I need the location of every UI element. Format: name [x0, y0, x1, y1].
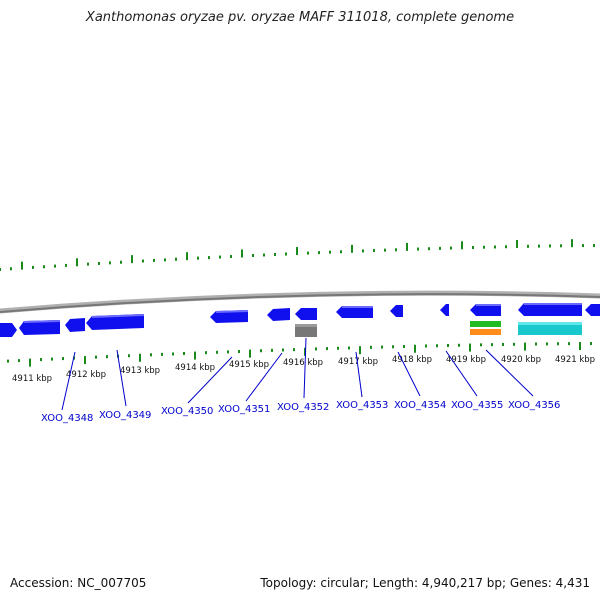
gene-label[interactable]: XOO_4351 — [218, 404, 270, 415]
scale-label: 4917 kbp — [338, 357, 378, 367]
gene-label-leader — [303, 337, 307, 399]
gene-arrow[interactable] — [86, 314, 144, 330]
gene-arrow[interactable] — [210, 310, 248, 323]
gene-arrow[interactable] — [390, 305, 403, 317]
gene-label[interactable]: XOO_4352 — [277, 402, 329, 413]
gene-arrow[interactable] — [518, 303, 582, 316]
gene-arrow[interactable] — [295, 308, 317, 320]
gene-label-group: XOO_4348 XOO_4349 XOO_4350 XOO_4351 XOO_4352… — [41, 337, 560, 424]
orange-feature[interactable] — [470, 329, 501, 335]
gene-label-leader — [61, 351, 76, 411]
genome-backbone-shade — [0, 293, 600, 313]
gene-arrow[interactable] — [65, 318, 85, 332]
gene-label[interactable]: XOO_4350 — [161, 406, 213, 417]
inner-tick-ring — [7, 342, 592, 367]
gene-label-leader — [445, 350, 478, 397]
feature-track — [295, 321, 582, 337]
gene-label-leader — [187, 356, 233, 404]
scale-label: 4919 kbp — [446, 355, 486, 365]
scale-label: 4918 kbp — [392, 355, 432, 365]
gene-arrow[interactable] — [336, 306, 373, 318]
scale-label: 4912 kbp — [66, 370, 106, 380]
outer-tick-ring — [0, 239, 595, 271]
gene-highlight — [23, 303, 582, 323]
gene-arrow[interactable] — [585, 304, 600, 316]
gene-label-leader — [355, 351, 363, 398]
gene-label[interactable]: XOO_4353 — [336, 400, 388, 411]
gene-label-leader — [116, 349, 127, 407]
gene-arrow[interactable] — [0, 323, 17, 337]
gene-label-leader — [485, 349, 534, 397]
scale-label: 4921 kbp — [555, 355, 595, 365]
scale-label: 4920 kbp — [501, 355, 541, 365]
genome-summary-text: Topology: circular; Length: 4,940,217 bp… — [260, 576, 590, 590]
scale-label: 4911 kbp — [12, 374, 52, 384]
scale-label-group: 4911 kbp 4912 kbp 4913 kbp 4914 kbp 4915 kbp… — [12, 355, 595, 384]
accession-text: Accession: NC_007705 — [10, 576, 147, 590]
gene-track — [0, 303, 600, 337]
cyan-feature-top — [518, 322, 582, 325]
gene-label[interactable]: XOO_4356 — [508, 400, 560, 411]
gene-label[interactable]: XOO_4355 — [451, 400, 503, 411]
gene-arrow[interactable] — [440, 304, 449, 316]
scale-label: 4914 kbp — [175, 363, 215, 373]
cyan-feature[interactable] — [518, 322, 582, 335]
scale-label: 4916 kbp — [283, 358, 323, 368]
gene-arrow[interactable] — [267, 308, 290, 321]
gene-label[interactable]: XOO_4349 — [99, 410, 151, 421]
green-feature[interactable] — [470, 321, 501, 327]
gene-label[interactable]: XOO_4348 — [41, 413, 93, 424]
gray-feature[interactable] — [295, 324, 317, 337]
scale-label: 4915 kbp — [229, 360, 269, 370]
gene-label[interactable]: XOO_4354 — [394, 400, 446, 411]
gray-feature-top — [295, 324, 317, 327]
map-title: Xanthomonas oryzae pv. oryzae MAFF 31101… — [85, 10, 515, 25]
gene-arrow[interactable] — [19, 320, 60, 335]
scale-label: 4913 kbp — [120, 366, 160, 376]
gene-label-leader — [245, 352, 283, 402]
gene-label-leader — [397, 351, 421, 397]
gene-arrow[interactable] — [470, 304, 501, 316]
